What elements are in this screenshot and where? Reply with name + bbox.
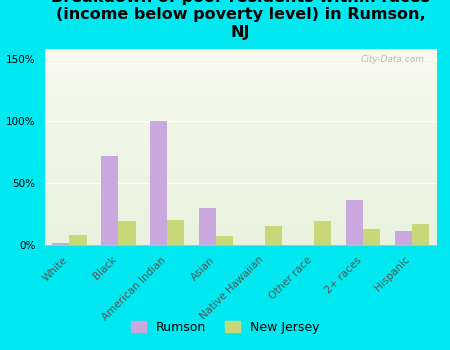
Bar <box>412 224 429 245</box>
Bar <box>314 222 331 245</box>
Bar <box>363 229 380 245</box>
Bar <box>150 121 167 245</box>
Title: Breakdown of poor residents within races
(income below poverty level) in Rumson,: Breakdown of poor residents within races… <box>51 0 430 40</box>
Bar <box>199 208 216 245</box>
Text: City-Data.com: City-Data.com <box>361 55 425 64</box>
Bar <box>69 235 86 245</box>
Bar <box>346 200 363 245</box>
Bar <box>101 156 118 245</box>
Bar <box>216 236 234 245</box>
Bar <box>118 222 135 245</box>
Bar <box>167 220 184 245</box>
Bar <box>52 243 69 245</box>
Bar <box>265 226 282 245</box>
Bar <box>395 231 412 245</box>
Legend: Rumson, New Jersey: Rumson, New Jersey <box>125 315 325 340</box>
